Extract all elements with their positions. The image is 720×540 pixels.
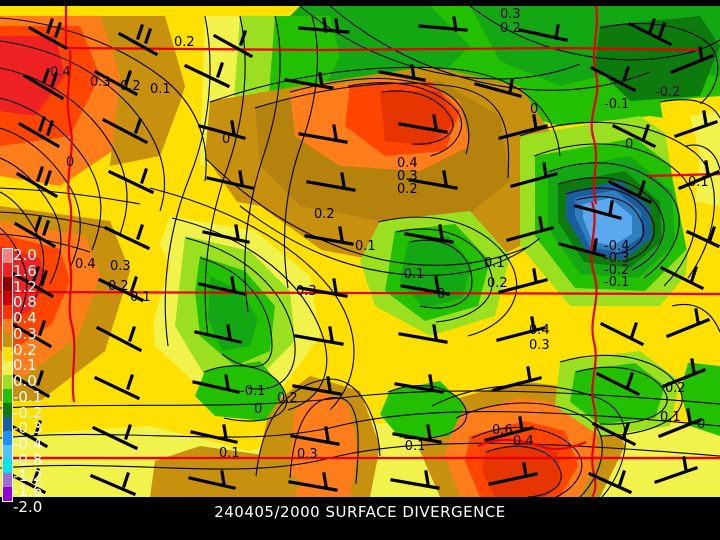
contour-label: 0.3 — [529, 338, 550, 353]
contour-label: 0.2 — [314, 207, 335, 222]
colorbar-tick-label: -1.6 — [13, 482, 43, 501]
contour-label: 0.1 — [355, 239, 376, 254]
contour-label: 0 — [530, 102, 539, 117]
contour-label: 0.2 — [500, 21, 521, 36]
colorbar-tick-label: -2.0 — [13, 498, 43, 516]
colorbar-band — [3, 487, 12, 501]
colorbar-band — [3, 403, 12, 417]
contour-label: 0.2 — [277, 391, 298, 406]
contour-label: 0.2 — [665, 381, 686, 396]
colorbar-band — [3, 347, 12, 361]
contour-label: 0.2 — [120, 79, 141, 94]
contour-label: 0.6 — [492, 423, 513, 438]
contour-label: 0.2 — [397, 182, 418, 197]
contour-label: 0.3 — [500, 7, 521, 22]
contour-label: 0.3 — [397, 169, 418, 184]
contour-label: -0.1 — [604, 275, 630, 290]
colorbar-tick-label: 2.0 — [13, 246, 37, 264]
colorbar-band — [3, 333, 12, 347]
contour-label: -0.1 — [399, 267, 425, 282]
contour-label: -0.4 — [604, 239, 630, 254]
contour-label: 0.3 — [90, 75, 111, 90]
colorbar-band — [3, 361, 12, 375]
contour-label: 0 — [66, 155, 75, 170]
contour-label: 0.4 — [397, 156, 418, 171]
contour-label: -0.1 — [604, 97, 630, 112]
colorbar-tick-label: -0.4 — [13, 435, 43, 453]
colorbar-band — [3, 473, 12, 487]
colorbar-tick-label: 0.0 — [13, 372, 37, 390]
colorbar-tick-label: 0.3 — [13, 324, 37, 343]
colorbar-band — [3, 319, 12, 333]
contour-label: 0.1 — [219, 446, 240, 461]
colorbar-band — [3, 417, 12, 431]
contour-label: 0.2 — [108, 279, 129, 294]
contour-label: 0.4 — [529, 323, 550, 338]
contour-label: 0.1 — [660, 410, 681, 425]
colorbar-tick-label: -0.8 — [13, 450, 43, 469]
colorbar-band — [3, 445, 12, 459]
colorbar-band — [3, 389, 12, 403]
colorbar-band — [3, 291, 12, 305]
contour-label: 0.3 — [297, 447, 318, 462]
colorbar-tick-label: -0.2 — [13, 403, 43, 422]
colorbar-tick-label: -1.2 — [13, 466, 43, 485]
colorbar-tick-label: -0.1 — [13, 387, 43, 406]
contour-label: 0 — [625, 137, 634, 152]
colorbar-band — [3, 459, 12, 473]
colorbar-tick-label: 0.2 — [13, 340, 37, 359]
colorbar-band — [3, 277, 12, 291]
colorbar-band — [3, 263, 12, 277]
map-plot-area[interactable]: 0.3 0.2 0.2 -0.2 -0.1 0.4 0.3 0.2 0.1 0 0 0 0 0.4 0.3 0… — [0, 6, 720, 497]
colorbar-tick-label: -0.3 — [13, 419, 43, 438]
contour-label: -0.1 — [400, 439, 426, 454]
contour-field — [0, 6, 720, 497]
colorbar-band — [3, 375, 12, 389]
contour-label: 0 — [254, 402, 263, 417]
colorbar-band — [3, 431, 12, 445]
contour-label: 0.4 — [50, 65, 71, 80]
contour-label: 0.1 — [130, 290, 151, 305]
contour-label: 0.4 — [513, 434, 534, 449]
chart-caption: 240405/2000 SURFACE DIVERGENCE — [214, 503, 506, 521]
colorbar[interactable] — [2, 248, 13, 502]
contour-label: 0.3 — [296, 284, 317, 299]
colorbar-labels: 2.0 1.6 1.2 0.8 0.4 0.3 0.2 0.1 0.0 -0.1 -0.2 -0.3-… — [13, 244, 57, 515]
contour-label: 0.4 — [75, 257, 96, 272]
contour-label: -0.1 — [240, 384, 266, 399]
contour-label: -0.3 — [604, 251, 630, 266]
contour-label: -0.2 — [604, 263, 630, 278]
contour-label: 0.1 — [150, 82, 171, 97]
colorbar-tick-label: 0.1 — [13, 356, 37, 375]
contour-label: 0.1 — [484, 256, 505, 271]
colorbar-tick-label: 0.4 — [13, 309, 37, 327]
contour-label: 0.3 — [110, 259, 131, 274]
colorbar-tick-label: 1.2 — [13, 277, 37, 296]
contour-label: 0.2 — [174, 35, 195, 50]
colorbar-band — [3, 305, 12, 319]
colorbar-tick-label: 0.8 — [13, 293, 37, 312]
colorbar-tick-label: 1.6 — [13, 261, 37, 280]
contour-label: 0 — [437, 287, 446, 302]
contour-label: 0 — [222, 132, 231, 147]
contour-label: -0.2 — [655, 85, 681, 100]
contour-label: 0 — [697, 417, 706, 432]
contour-label: 0.2 — [487, 276, 508, 291]
colorbar-band — [3, 249, 12, 263]
contour-label: 0.1 — [688, 175, 709, 190]
